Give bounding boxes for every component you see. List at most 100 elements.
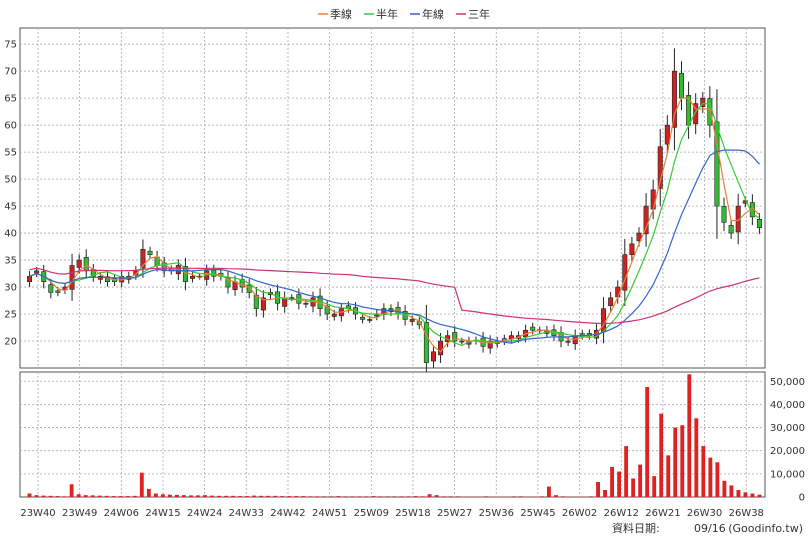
volume-bar	[757, 494, 762, 497]
volume-bar	[357, 496, 362, 497]
volume-bar	[610, 466, 615, 497]
legend: 季線 半年 年線 三年	[318, 7, 490, 21]
volume-bar	[301, 496, 306, 497]
volume-bar	[455, 496, 460, 497]
x-tick-label: 26W38	[729, 508, 764, 519]
volume-bar	[69, 484, 74, 497]
volume-bar	[546, 486, 551, 497]
volume-bar	[659, 413, 664, 497]
x-tick-label: 25W18	[395, 508, 430, 519]
volume-bar	[273, 495, 278, 497]
volume-bar	[104, 495, 109, 497]
volume-bar	[132, 495, 137, 497]
volume-bar	[554, 495, 558, 497]
volume-bar	[210, 495, 214, 497]
candle-body	[664, 124, 670, 145]
volume-bar	[743, 492, 748, 497]
ma-line-2	[29, 103, 760, 347]
volume-bar	[575, 496, 579, 498]
volume-bar	[118, 496, 123, 497]
price-y-tick-label: 65	[4, 94, 17, 105]
volume-bar	[750, 493, 755, 497]
volume-bar	[231, 495, 235, 497]
volume-bar	[490, 496, 495, 498]
x-tick-label: 26W21	[645, 508, 680, 519]
candle-body	[140, 248, 146, 269]
volume-bar	[568, 496, 572, 498]
volume-bar	[729, 485, 734, 497]
x-axis: 23W40 23W49 24W06 24W15 24W24 24W33 24W42 24W51…	[20, 508, 764, 519]
volume-bar	[238, 496, 243, 497]
volume-bar	[617, 471, 622, 497]
volume-bar	[399, 496, 404, 497]
x-tick-label: 23W49	[62, 508, 97, 519]
price-y-tick-label: 55	[4, 148, 17, 159]
volume-bar	[483, 496, 488, 497]
volume-bar	[97, 495, 102, 497]
volume-bar	[441, 496, 446, 497]
volume-bar	[139, 472, 144, 497]
volume-bar	[476, 496, 481, 498]
volume-bar	[167, 494, 172, 497]
volume-bar	[55, 496, 60, 497]
volume-bar	[378, 496, 383, 497]
volume-bar	[287, 496, 292, 497]
candle-body	[459, 340, 465, 343]
volume-bar	[497, 496, 502, 498]
volume-bar	[504, 496, 509, 498]
ma-line-3	[29, 149, 760, 344]
candle-body	[48, 284, 54, 293]
volume-bar	[153, 493, 158, 497]
candle-body	[430, 351, 436, 362]
candle-body	[629, 243, 635, 256]
candle-body	[27, 275, 33, 282]
candle-body	[360, 316, 366, 320]
candle-body	[565, 340, 571, 343]
footer-date-value: 09/16	[694, 522, 726, 535]
candle-body	[608, 297, 614, 306]
volume-bar	[561, 496, 565, 497]
volume-bar	[518, 496, 523, 497]
volume-bar	[62, 496, 67, 497]
x-tick-label: 24W15	[145, 508, 180, 519]
price-y-tick-label: 25	[4, 310, 17, 321]
candle-body	[182, 266, 188, 282]
volume-bar	[27, 493, 32, 497]
price-y-tick-label: 70	[4, 67, 17, 78]
x-tick-label: 26W02	[562, 508, 597, 519]
candle-body	[409, 319, 415, 322]
volume-bar	[687, 374, 692, 497]
price-y-tick-label: 35	[4, 256, 17, 267]
candle-body	[147, 250, 153, 255]
price-panel: 20 25 30 35 40 45 50 55 60 65 70 75	[4, 27, 766, 380]
volume-bar	[652, 476, 657, 497]
candle-body	[69, 265, 75, 290]
price-y-tick-label: 20	[4, 337, 17, 348]
volume-bar	[280, 496, 285, 497]
volume-bar	[252, 495, 257, 497]
candle-body	[190, 275, 196, 279]
volume-bar	[406, 496, 411, 497]
volume-bar	[413, 496, 418, 497]
volume-bar	[448, 496, 453, 497]
volume-bar	[539, 496, 544, 497]
volume-bar	[708, 457, 713, 497]
volume-bar	[589, 496, 593, 497]
price-y-tick-label: 45	[4, 202, 17, 213]
volume-bar	[146, 488, 151, 497]
volume-bar	[266, 495, 271, 497]
volume-bar	[736, 490, 741, 497]
volume-bar	[603, 490, 608, 497]
legend-label: 季線	[330, 7, 352, 21]
candle-body	[452, 332, 458, 342]
candle-body	[76, 259, 82, 268]
volume-y-tick-label: 30,000	[770, 423, 805, 434]
x-tick-label: 25W36	[479, 508, 514, 519]
volume-bar	[245, 496, 250, 497]
volume-bar	[434, 495, 439, 497]
volume-bar	[174, 494, 179, 497]
volume-bar	[631, 478, 636, 497]
volume-bar	[34, 495, 39, 497]
volume-bar	[596, 481, 600, 497]
